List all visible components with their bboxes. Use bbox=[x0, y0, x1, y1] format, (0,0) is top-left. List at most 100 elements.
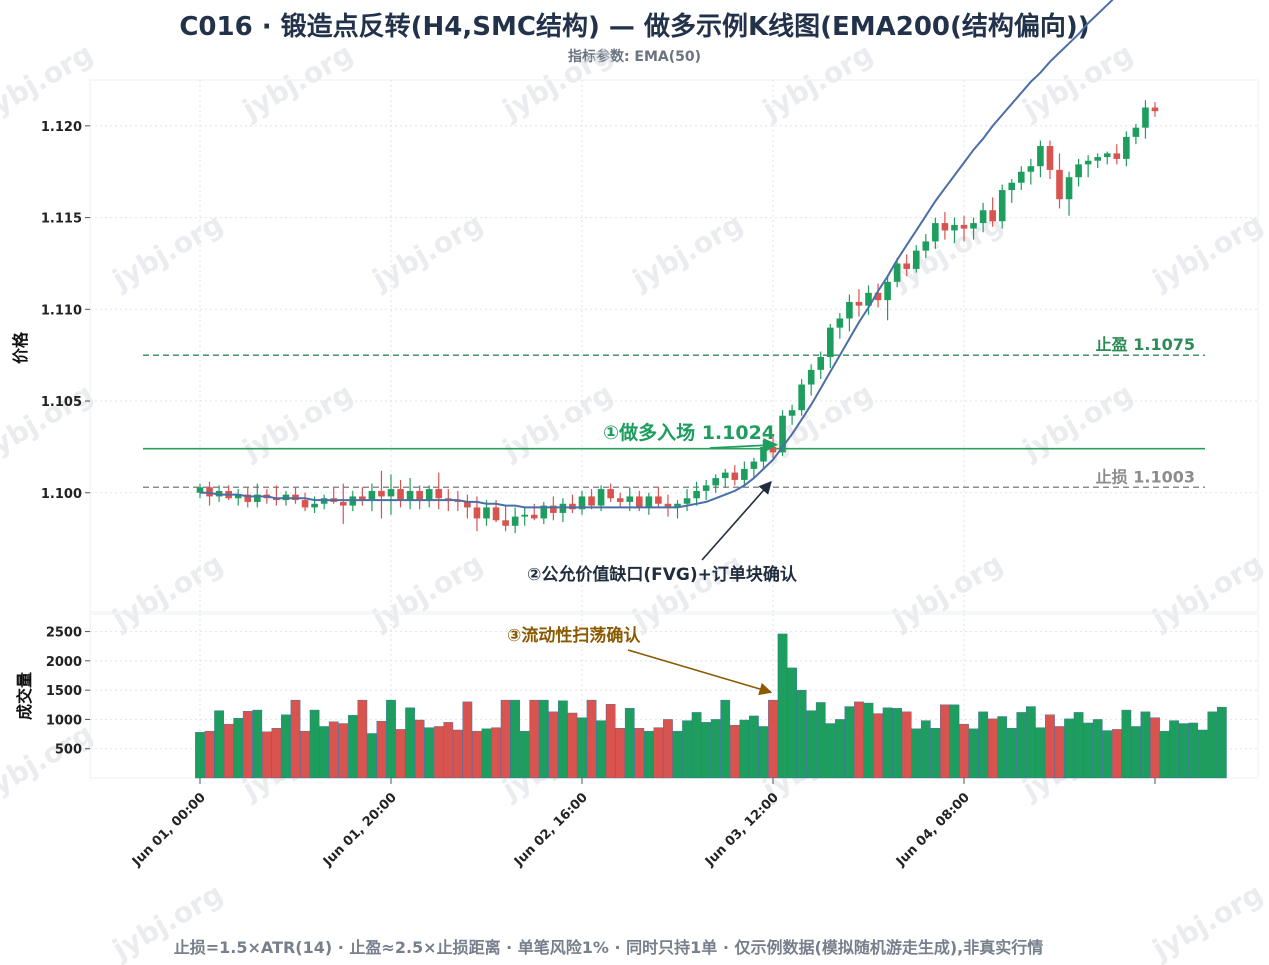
candle-up bbox=[578, 496, 586, 510]
volume-bar bbox=[672, 730, 683, 779]
candle-down bbox=[636, 496, 643, 508]
volume-bar bbox=[300, 730, 310, 779]
volume-bar bbox=[940, 704, 950, 779]
candle-down bbox=[1151, 107, 1159, 112]
candle-up bbox=[387, 489, 395, 497]
volume-bar bbox=[777, 633, 788, 779]
volume-bar bbox=[968, 728, 979, 779]
price-panel-frame bbox=[89, 79, 1259, 613]
volume-bar bbox=[1216, 706, 1227, 779]
candle-up bbox=[1008, 182, 1016, 191]
candle-up bbox=[425, 489, 433, 501]
candle-up bbox=[836, 318, 844, 328]
volume-tick-label: 1500 bbox=[46, 684, 82, 699]
volume-bar bbox=[825, 723, 836, 779]
candle-down bbox=[903, 263, 910, 269]
volume-bar bbox=[596, 720, 606, 779]
candle-down bbox=[941, 223, 949, 231]
volume-bar bbox=[653, 727, 664, 779]
volume-bar bbox=[749, 715, 759, 779]
volume-bar bbox=[710, 719, 721, 779]
candle-down bbox=[397, 489, 404, 501]
volume-bar bbox=[242, 711, 253, 779]
volume-bar bbox=[567, 712, 578, 779]
footer-note: 止损=1.5×ATR(14) · 止盈≈2.5×止损距离 · 单笔风险1% · … bbox=[173, 938, 1044, 957]
volume-bar bbox=[682, 720, 692, 779]
annotations-layer: ①做多入场 1.1024 ②公允价值缺口(FVG)+订单块确认 ③流动性扫荡确认 bbox=[507, 421, 798, 696]
candle-up bbox=[645, 496, 653, 508]
candle-down bbox=[359, 496, 366, 501]
volume-bar bbox=[930, 728, 941, 779]
candle-down bbox=[339, 501, 347, 506]
candle-up bbox=[1065, 177, 1073, 200]
volume-bar bbox=[758, 726, 769, 779]
volume-bar bbox=[768, 699, 778, 779]
candle-up bbox=[912, 250, 920, 269]
entry-annotation: ①做多入场 1.1024 bbox=[603, 421, 775, 444]
volume-bar bbox=[854, 701, 864, 779]
candle-up bbox=[865, 292, 872, 306]
volume-bar bbox=[1092, 719, 1103, 779]
volume-tick-label: 1000 bbox=[46, 713, 82, 728]
volume-bar bbox=[233, 718, 244, 779]
volume-bar bbox=[720, 699, 731, 779]
watermark-text: jybj.org bbox=[366, 207, 488, 297]
price-grid bbox=[89, 79, 1259, 613]
candle-up bbox=[1084, 160, 1092, 165]
candle-down bbox=[378, 490, 385, 497]
time-tick-label: Jun 01, 00:00 bbox=[129, 790, 209, 870]
candle-up bbox=[798, 384, 805, 411]
watermark-text: jybj.org bbox=[756, 37, 878, 127]
volume-tick-label: 500 bbox=[55, 743, 82, 758]
watermark-text: jybj.org bbox=[626, 207, 748, 297]
volume-bar bbox=[920, 720, 931, 779]
candle-down bbox=[960, 224, 968, 229]
candle-up bbox=[712, 478, 719, 486]
volume-bar bbox=[1064, 718, 1074, 779]
watermark-text: jybj.org bbox=[366, 547, 488, 637]
candle-up bbox=[760, 446, 767, 462]
price-tick-label: 1.105 bbox=[41, 395, 82, 410]
volume-bar bbox=[347, 715, 358, 779]
volume-tick-label: 2500 bbox=[46, 626, 82, 641]
volume-bar bbox=[481, 728, 492, 779]
chart-title: C016 · 锻造点反转(H4,SMC结构) — 做多示例K线图(EMA200(… bbox=[179, 12, 1090, 42]
liquidity-annotation: ③流动性扫荡确认 bbox=[507, 625, 641, 646]
watermark-text: jybj.org bbox=[0, 377, 98, 467]
volume-bar bbox=[1025, 706, 1036, 779]
watermark-text: jybj.org bbox=[626, 547, 748, 637]
candle-down bbox=[769, 446, 777, 453]
volume-bar bbox=[491, 727, 501, 779]
watermark-text: jybj.org bbox=[1016, 37, 1138, 127]
volume-bar bbox=[529, 699, 540, 779]
candle-up bbox=[932, 223, 939, 242]
volume-bar bbox=[414, 719, 425, 779]
volume-bar bbox=[367, 733, 377, 779]
candle-up bbox=[311, 503, 318, 508]
volume-bar bbox=[978, 711, 988, 779]
volume-bar bbox=[892, 708, 903, 779]
price-tick-label: 1.100 bbox=[41, 487, 82, 502]
candle-up bbox=[951, 224, 958, 231]
candle-up bbox=[674, 503, 681, 508]
volume-bar bbox=[214, 710, 224, 779]
candle-up bbox=[406, 490, 414, 501]
watermark-text: jybj.org bbox=[496, 37, 618, 127]
watermark-text: jybj.org bbox=[1146, 547, 1268, 637]
volume-bar bbox=[357, 699, 368, 779]
volume-bar bbox=[1159, 730, 1170, 779]
volume-bar bbox=[605, 704, 616, 779]
volume-bar bbox=[959, 723, 969, 779]
volume-bar bbox=[519, 730, 530, 779]
volume-bar bbox=[644, 730, 654, 779]
volume-bar bbox=[1178, 723, 1189, 779]
candle-up bbox=[597, 489, 605, 506]
volume-bar bbox=[204, 730, 215, 779]
volume-bar bbox=[806, 710, 817, 779]
stop_loss-label: 止损 1.1003 bbox=[1096, 467, 1195, 486]
volume-bar bbox=[548, 711, 559, 779]
candle-up bbox=[1123, 136, 1130, 159]
candle-down bbox=[588, 496, 595, 506]
volume-bar bbox=[615, 728, 626, 779]
fvg-annotation-arrow bbox=[701, 480, 772, 561]
